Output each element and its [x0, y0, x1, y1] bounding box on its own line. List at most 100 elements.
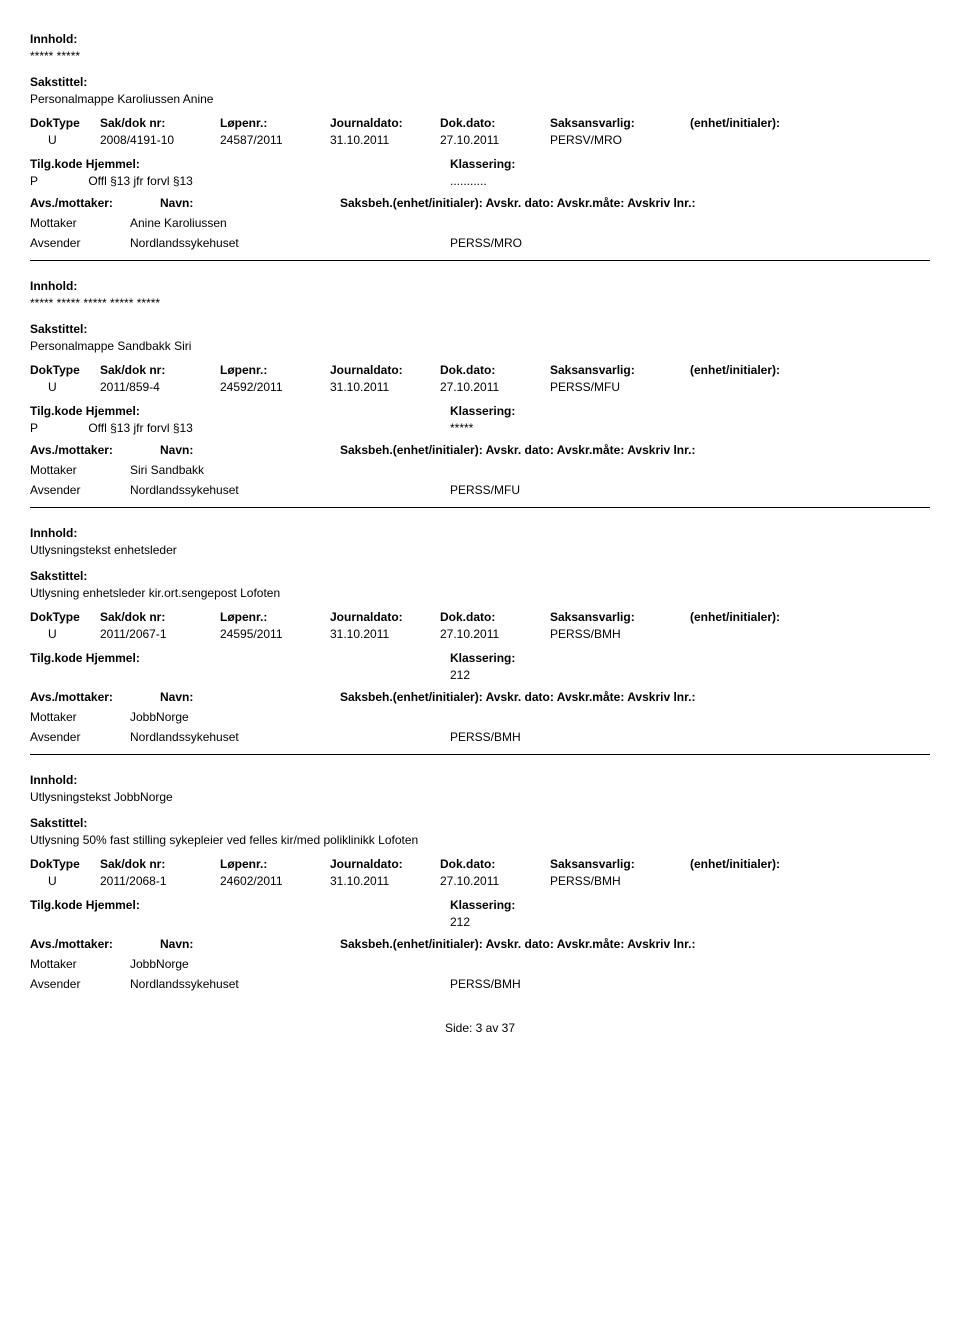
avsender-code: PERSS/BMH	[450, 977, 630, 991]
hdr-journaldato: Journaldato:	[330, 116, 440, 130]
val-sakdok: 2008/4191-10	[100, 133, 220, 147]
innhold-label: Innhold:	[30, 773, 930, 787]
hjemmel-label: Hjemmel:	[86, 157, 140, 171]
sakstittel-text: Personalmappe Karoliussen Anine	[30, 92, 930, 106]
val-sakdok: 2011/2067-1	[100, 627, 220, 641]
avsmottaker-label: Avs./mottaker:	[30, 690, 160, 704]
innhold-text: Utlysningstekst JobbNorge	[30, 790, 930, 804]
avsender-name: Nordlandssykehuset	[130, 730, 450, 744]
klassering-label: Klassering:	[450, 898, 930, 912]
hdr-doktype: DokType	[30, 857, 100, 871]
hdr-enhet: (enhet/initialer):	[690, 363, 870, 377]
tilg-row: Tilg.kode Hjemmel: P Offl §13 jfr forvl …	[30, 157, 930, 188]
klassering-value: ...........	[450, 174, 930, 188]
val-lopenr: 24587/2011	[220, 133, 330, 147]
journal-record: Innhold: ***** ***** ***** ***** ***** S…	[30, 279, 930, 497]
hdr-journaldato: Journaldato:	[330, 857, 440, 871]
hdr-dokdato: Dok.dato:	[440, 363, 550, 377]
navn-label: Navn:	[160, 196, 340, 210]
val-doktype: U	[30, 380, 100, 394]
avsender-role: Avsender	[30, 730, 130, 744]
mottaker-code	[450, 710, 630, 724]
mottaker-role: Mottaker	[30, 463, 130, 477]
mottaker-row: Mottaker Siri Sandbakk	[30, 463, 930, 477]
val-enhet	[690, 874, 870, 888]
hdr-sakdok: Sak/dok nr:	[100, 363, 220, 377]
avsmottaker-label: Avs./mottaker:	[30, 937, 160, 951]
val-journaldato: 31.10.2011	[330, 627, 440, 641]
page-footer: Side: 3 av 37	[30, 1021, 930, 1035]
journal-record: Innhold: Utlysningstekst JobbNorge Sakst…	[30, 773, 930, 991]
hjemmel-label: Hjemmel:	[86, 651, 140, 665]
mottaker-name: Siri Sandbakk	[130, 463, 450, 477]
hdr-journaldato: Journaldato:	[330, 363, 440, 377]
hdr-dokdato: Dok.dato:	[440, 610, 550, 624]
saksbeh-label: Saksbeh.(enhet/initialer): Avskr. dato: …	[340, 443, 930, 457]
sakstittel-text: Personalmappe Sandbakk Siri	[30, 339, 930, 353]
klassering-value: 212	[450, 915, 930, 929]
column-headers: DokType Sak/dok nr: Løpenr.: Journaldato…	[30, 610, 930, 624]
avsender-row: Avsender Nordlandssykehuset PERSS/BMH	[30, 977, 930, 991]
val-saksansvarlig: PERSV/MRO	[550, 133, 690, 147]
mottaker-name: JobbNorge	[130, 957, 450, 971]
tilgkode-value: P	[30, 421, 85, 435]
column-headers: DokType Sak/dok nr: Løpenr.: Journaldato…	[30, 857, 930, 871]
val-saksansvarlig: PERSS/BMH	[550, 627, 690, 641]
hdr-lopenr: Løpenr.:	[220, 363, 330, 377]
hjemmel-value: Offl §13 jfr forvl §13	[88, 421, 193, 435]
hdr-dokdato: Dok.dato:	[440, 857, 550, 871]
hdr-saksansvarlig: Saksansvarlig:	[550, 363, 690, 377]
saksbeh-label: Saksbeh.(enhet/initialer): Avskr. dato: …	[340, 690, 930, 704]
avsender-name: Nordlandssykehuset	[130, 977, 450, 991]
klassering-label: Klassering:	[450, 651, 930, 665]
avsmottaker-label: Avs./mottaker:	[30, 196, 160, 210]
val-lopenr: 24602/2011	[220, 874, 330, 888]
val-sakdok: 2011/859-4	[100, 380, 220, 394]
avsender-role: Avsender	[30, 236, 130, 250]
hdr-enhet: (enhet/initialer):	[690, 610, 870, 624]
mottaker-row: Mottaker JobbNorge	[30, 710, 930, 724]
avsender-row: Avsender Nordlandssykehuset PERSS/BMH	[30, 730, 930, 744]
record-divider	[30, 260, 930, 261]
val-journaldato: 31.10.2011	[330, 133, 440, 147]
hdr-saksansvarlig: Saksansvarlig:	[550, 610, 690, 624]
val-dokdato: 27.10.2011	[440, 627, 550, 641]
column-headers: DokType Sak/dok nr: Løpenr.: Journaldato…	[30, 363, 930, 377]
mottaker-row: Mottaker Anine Karoliussen	[30, 216, 930, 230]
hdr-doktype: DokType	[30, 610, 100, 624]
sakstittel-label: Sakstittel:	[30, 322, 930, 336]
val-doktype: U	[30, 627, 100, 641]
hjemmel-label: Hjemmel:	[86, 898, 140, 912]
hdr-lopenr: Løpenr.:	[220, 610, 330, 624]
avsender-code: PERSS/MFU	[450, 483, 630, 497]
val-lopenr: 24595/2011	[220, 627, 330, 641]
value-row: U 2011/2067-1 24595/2011 31.10.2011 27.1…	[30, 627, 930, 641]
hdr-enhet: (enhet/initialer):	[690, 857, 870, 871]
hdr-sakdok: Sak/dok nr:	[100, 857, 220, 871]
klassering-value: *****	[450, 421, 930, 435]
val-dokdato: 27.10.2011	[440, 380, 550, 394]
val-doktype: U	[30, 133, 100, 147]
avsender-row: Avsender Nordlandssykehuset PERSS/MFU	[30, 483, 930, 497]
hjemmel-label: Hjemmel:	[86, 404, 140, 418]
hdr-saksansvarlig: Saksansvarlig:	[550, 857, 690, 871]
tilg-row: Tilg.kode Hjemmel: P Offl §13 jfr forvl …	[30, 404, 930, 435]
sakstittel-label: Sakstittel:	[30, 816, 930, 830]
val-dokdato: 27.10.2011	[440, 874, 550, 888]
avsender-row: Avsender Nordlandssykehuset PERSS/MRO	[30, 236, 930, 250]
klassering-label: Klassering:	[450, 404, 930, 418]
innhold-text: Utlysningstekst enhetsleder	[30, 543, 930, 557]
val-enhet	[690, 133, 870, 147]
tilg-row: Tilg.kode Hjemmel: Klassering: 212	[30, 898, 930, 929]
mottaker-code	[450, 463, 630, 477]
val-enhet	[690, 627, 870, 641]
saksbeh-label: Saksbeh.(enhet/initialer): Avskr. dato: …	[340, 196, 930, 210]
navn-label: Navn:	[160, 690, 340, 704]
innhold-label: Innhold:	[30, 526, 930, 540]
mottaker-row: Mottaker JobbNorge	[30, 957, 930, 971]
mottaker-code	[450, 957, 630, 971]
avsmottaker-label: Avs./mottaker:	[30, 443, 160, 457]
avsender-role: Avsender	[30, 483, 130, 497]
tilg-row: Tilg.kode Hjemmel: Klassering: 212	[30, 651, 930, 682]
mottaker-role: Mottaker	[30, 957, 130, 971]
